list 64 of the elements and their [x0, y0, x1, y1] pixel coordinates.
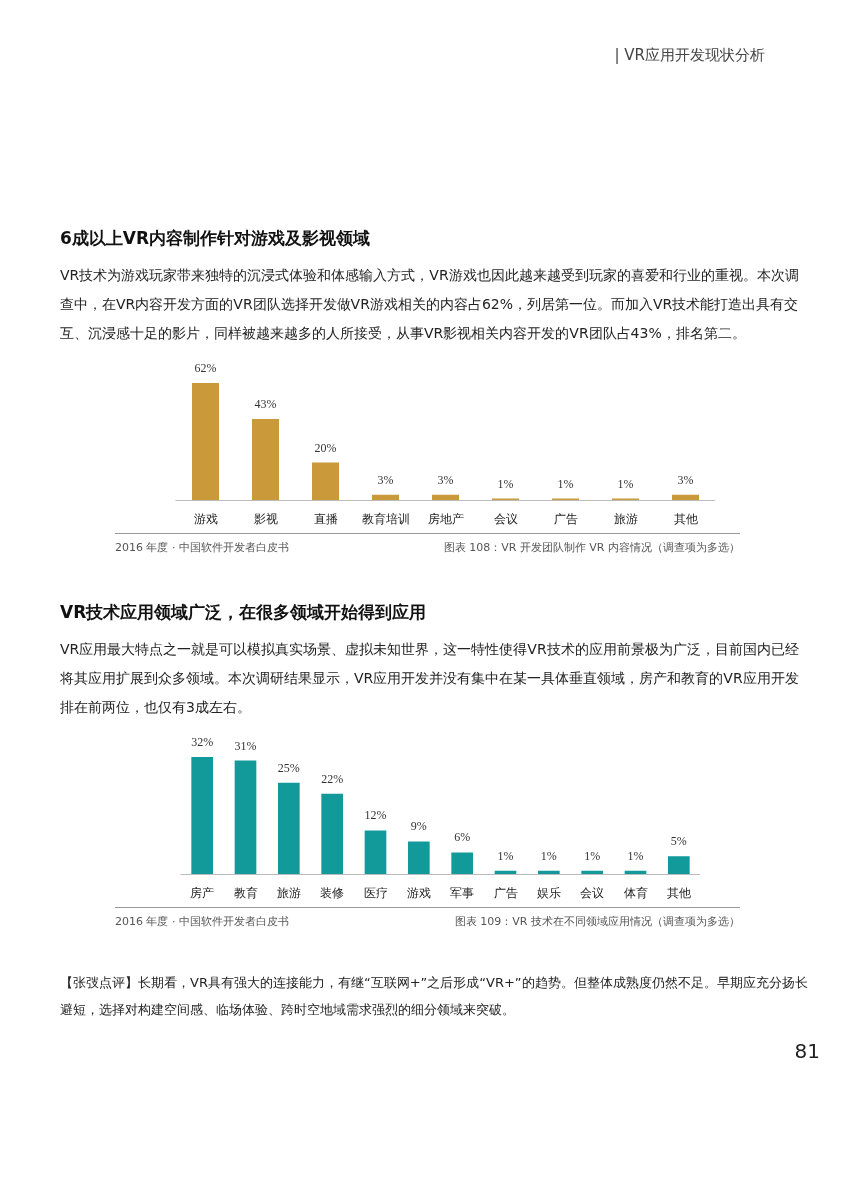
x-tick-label: 其他: [666, 885, 691, 900]
text: 图表 109：VR 技术在不同领域应用情况（调查项为多选）: [454, 913, 740, 930]
bar: [668, 855, 690, 875]
bar: [252, 418, 279, 501]
x-tick-label: 体育: [623, 885, 648, 900]
x-tick-label: 医疗: [363, 885, 388, 900]
data-label: 1%: [540, 848, 557, 863]
x-tick-label: 房产: [190, 885, 215, 900]
text: 81: [794, 1038, 820, 1066]
x-tick-label: 游戏: [193, 511, 218, 526]
x-tick-label: 旅游: [276, 885, 301, 900]
x-tick-label: 旅游: [613, 511, 638, 526]
text: 图表 108：VR 开发团队制作 VR 内容情况（调查项为多选）: [443, 539, 740, 556]
bar: [312, 462, 339, 501]
bar: [278, 782, 300, 875]
text: 2016 年度 · 中国软件开发者白皮书: [115, 539, 289, 556]
x-tick-label: 会议: [580, 885, 605, 900]
bar: [408, 841, 430, 875]
text: 【张弢点评】长期看，VR具有强大的连接能力，有继“互联网+”之后形成“VR+”的趋势。但整体成熟度仍然不足。早期应充分扬长避短，选择对构建空间感、临场体验、跨时空地域需求强烈的细分领域来突破。: [60, 974, 809, 1020]
x-tick-label: 军事: [450, 885, 475, 900]
x-tick-label: 广告: [493, 885, 518, 900]
data-label: 6%: [454, 830, 471, 845]
x-tick-label: 影视: [253, 511, 278, 526]
data-label: 31%: [234, 738, 257, 753]
data-label: 62%: [194, 360, 217, 375]
data-label: 25%: [277, 760, 300, 775]
data-label: 1%: [584, 848, 601, 863]
data-label: 1%: [617, 476, 634, 491]
x-tick-label: 房地产: [427, 511, 464, 526]
x-tick-label: 广告: [553, 511, 578, 526]
data-label: 32%: [191, 734, 214, 749]
data-label: 3%: [677, 472, 694, 487]
chart-subtitle: VR技术为游戏玩家带来独特的沉浸式体验和体感输入方式，VR游戏也因此越来越受到玩家的喜爱和行业的重视。本次调查中，在VR内容开发方面的VR团队选择开发做VR游戏相关的内容占62%，列居第一位。而加入VR技术能打造出具有交互、沉浸感十足的影片，同样被越来越多的人所接受，从事VR影视相关内容开发的VR团队占43%，排名第二。: [60, 265, 800, 343]
chart-subtitle: VR应用最大特点之一就是可以模拟真实场景、虚拟未知世界，这一特性使得VR技术的应用前景极为广泛，目前国内已经将其应用扩展到众多领域。本次调研结果显示，VR应用开发并没有集中在某一具体垂直领域，房产和教育的VR应用开发排在前两位，也仅有3成左右。: [60, 639, 800, 717]
data-label: 43%: [254, 396, 277, 411]
bar: [234, 760, 257, 875]
chart-title: VR技术应用领域广泛，在很多领域开始得到应用: [60, 601, 427, 625]
data-label: 1%: [497, 476, 514, 491]
data-label: 1%: [497, 848, 514, 863]
text: 2016 年度 · 中国软件开发者白皮书: [115, 913, 289, 930]
x-tick-label: 直播: [313, 511, 338, 526]
x-tick-label: 教育培训: [361, 511, 410, 526]
bar: [364, 830, 387, 875]
x-tick-label: 装修: [320, 885, 345, 900]
data-label: 12%: [364, 808, 387, 823]
bar: [191, 756, 213, 875]
x-tick-label: 娱乐: [536, 885, 561, 900]
x-tick-label: 其他: [673, 511, 698, 526]
data-label: 3%: [437, 472, 454, 487]
x-tick-label: 游戏: [406, 885, 431, 900]
bar: [451, 852, 473, 875]
x-tick-label: 会议: [493, 511, 518, 526]
data-label: 3%: [377, 472, 394, 487]
data-label: 22%: [321, 771, 344, 786]
x-tick-label: 教育: [233, 885, 258, 900]
data-label: 5%: [670, 833, 687, 848]
data-label: 1%: [627, 848, 644, 863]
data-label: 20%: [314, 440, 337, 455]
chart-title: 6成以上VR内容制作针对游戏及影视领域: [60, 227, 371, 251]
text: | VR应用开发现状分析: [614, 45, 765, 66]
bar: [192, 382, 219, 501]
data-label: 1%: [557, 476, 574, 491]
data-label: 9%: [410, 819, 427, 834]
bar: [321, 793, 343, 875]
